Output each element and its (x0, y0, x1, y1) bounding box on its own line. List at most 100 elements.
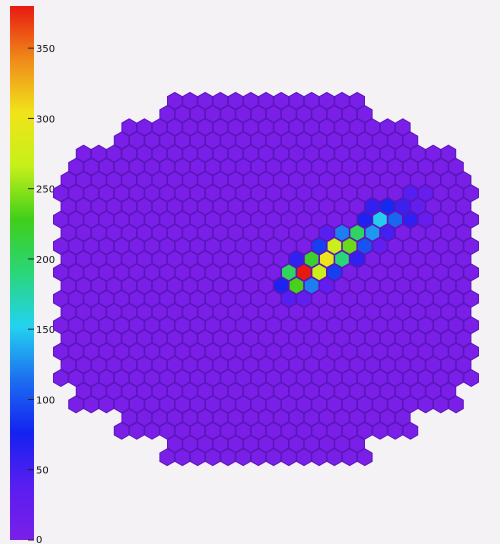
camera-pixel (410, 197, 426, 216)
camera-pixel (319, 118, 335, 137)
camera-pixel (311, 105, 327, 123)
camera-pixel (349, 329, 365, 348)
camera-pixel (167, 223, 183, 242)
camera-pixel (258, 435, 274, 453)
camera-pixel (91, 382, 107, 401)
camera-pixel (334, 197, 350, 216)
camera-pixel (364, 329, 381, 348)
camera-pixel (379, 223, 396, 242)
camera-pixel (273, 408, 289, 427)
camera-pixel (250, 157, 267, 176)
camera-pixel (212, 144, 229, 163)
camera-pixel (182, 303, 198, 321)
camera-pixel (296, 395, 312, 414)
camera-pixel (334, 329, 350, 348)
camera-pixel (205, 342, 221, 361)
camera-pixel (402, 289, 419, 308)
camera-pixel (129, 210, 145, 229)
camera-pixel (121, 276, 137, 295)
camera-pixel (83, 210, 99, 229)
camera-pixel (182, 144, 198, 163)
camera-pixel (433, 157, 449, 176)
camera-pixel (288, 171, 305, 189)
camera-pixel (235, 131, 251, 150)
camera-pixel (212, 435, 229, 453)
camera-pixel (417, 289, 434, 308)
camera-pixel (357, 105, 373, 123)
camera-pixel (68, 369, 84, 387)
camera-pixel (417, 316, 434, 335)
camera-pixel (258, 303, 274, 321)
camera-pixel (167, 118, 183, 137)
camera-pixel (326, 237, 343, 255)
camera-pixel (144, 316, 160, 335)
camera-pixel (250, 131, 267, 150)
camera-pixel (357, 316, 373, 335)
camera-pixel (106, 355, 122, 374)
camera-pixel (288, 408, 305, 427)
camera-pixel (265, 289, 282, 308)
camera-pixel (364, 118, 381, 137)
camera-pixel (174, 184, 191, 203)
camera-pixel (303, 250, 320, 269)
camera-pixel (91, 171, 107, 189)
camera-pixel (250, 263, 267, 282)
camera-pixel (113, 369, 130, 387)
camera-pixel (235, 289, 251, 308)
camera-pixel (372, 316, 388, 335)
camera-pixel (205, 237, 221, 255)
camera-pixel (334, 303, 350, 321)
camera-pixel (379, 303, 396, 321)
camera-pixel (319, 329, 335, 348)
camera-pixel (106, 223, 122, 242)
camera-pixel (379, 408, 396, 427)
colorbar-gradient (10, 6, 34, 540)
camera-pixel (227, 382, 244, 401)
camera-pixel (372, 395, 388, 414)
camera-pixel (334, 355, 350, 374)
camera-pixel (387, 289, 403, 308)
camera-pixel (174, 448, 191, 467)
camera-pixel (448, 342, 464, 361)
camera-pixel (136, 144, 153, 163)
camera-pixel (334, 223, 350, 242)
camera-pixel (395, 382, 411, 401)
camera-pixel (440, 382, 457, 401)
camera-pixel (220, 421, 236, 440)
camera-pixel (463, 289, 479, 308)
camera-pixel (334, 276, 350, 295)
camera-pixel (440, 303, 457, 321)
camera-pixel (265, 105, 282, 123)
camera-pixel (402, 263, 419, 282)
camera-pixel (258, 118, 274, 137)
camera-pixel (319, 303, 335, 321)
camera-pixel (402, 342, 419, 361)
camera-pixel (349, 118, 365, 137)
camera-pixel (205, 105, 221, 123)
camera-pixel (151, 250, 168, 269)
camera-pixel (395, 408, 411, 427)
camera-pixel (433, 395, 449, 414)
camera-pixel (349, 144, 365, 163)
camera-pixel (250, 289, 267, 308)
camera-pixel (235, 448, 251, 467)
camera-pixel (121, 250, 137, 269)
camera-pixel (167, 435, 183, 453)
camera-pixel (258, 171, 274, 189)
camera-pixel (364, 303, 381, 321)
camera-pixel (197, 435, 213, 453)
camera-pixel (281, 448, 297, 467)
camera-pixel (311, 369, 327, 387)
camera-pixel (364, 355, 381, 374)
camera-pixel (273, 197, 289, 216)
camera-pixel (205, 369, 221, 387)
camera-pixel (288, 355, 305, 374)
camera-pixel (395, 144, 411, 163)
camera-pixel (159, 448, 175, 467)
camera-pixel (91, 276, 107, 295)
camera-pixel (448, 369, 464, 387)
camera-pixel (98, 184, 115, 203)
camera-pixel (220, 184, 236, 203)
camera-pixel (379, 355, 396, 374)
camera-pixel (303, 223, 320, 242)
